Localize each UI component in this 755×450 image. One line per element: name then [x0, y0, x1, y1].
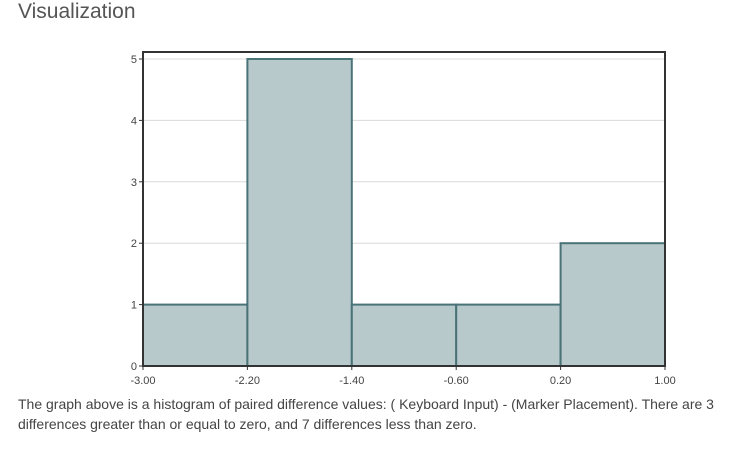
- y-tick-label: 3: [131, 177, 137, 189]
- x-tick-label: -0.60: [444, 375, 469, 387]
- x-tick-label: 0.20: [550, 375, 571, 387]
- chart-caption: The graph above is a histogram of paired…: [18, 396, 714, 432]
- y-tick-label: 0: [131, 361, 137, 373]
- y-tick-label: 5: [131, 54, 137, 66]
- histogram-bar: [246, 58, 353, 367]
- histogram-bar: [559, 242, 666, 367]
- histogram-chart: 0 1 2 3 4 5 -3.00 -2.20 -1.40 -0.60 0.20 1.00: [130, 51, 676, 387]
- plot-frame: [142, 51, 666, 367]
- y-axis-ticks: 0 1 2 3 4 5: [131, 54, 143, 373]
- x-axis-ticks: -3.00 -2.20 -1.40 -0.60 0.20 1.00: [130, 366, 676, 387]
- histogram-bar: [455, 303, 562, 368]
- y-tick-label: 1: [131, 300, 137, 312]
- y-tick-label: 4: [131, 115, 137, 127]
- page-title: Visualization: [18, 0, 136, 23]
- x-tick-label: -3.00: [130, 375, 155, 387]
- x-tick-label: -1.40: [339, 375, 364, 387]
- histogram-bar: [350, 303, 458, 368]
- x-tick-label: -2.20: [235, 375, 260, 387]
- x-tick-label: 1.00: [654, 375, 675, 387]
- y-tick-label: 2: [131, 238, 137, 250]
- histogram-bars: [142, 58, 666, 368]
- histogram-bar: [142, 303, 249, 368]
